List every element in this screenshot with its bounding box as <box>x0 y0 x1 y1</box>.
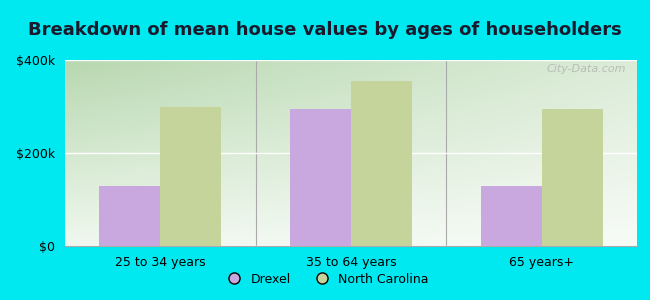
Bar <box>541 109 603 246</box>
Text: City-Data.com: City-Data.com <box>546 64 625 74</box>
Bar <box>161 106 222 246</box>
Bar <box>480 185 541 246</box>
Text: Breakdown of mean house values by ages of householders: Breakdown of mean house values by ages o… <box>28 21 622 39</box>
Bar <box>290 109 351 246</box>
Bar <box>351 81 412 246</box>
Bar <box>99 185 161 246</box>
Legend: Drexel, North Carolina: Drexel, North Carolina <box>216 268 434 291</box>
